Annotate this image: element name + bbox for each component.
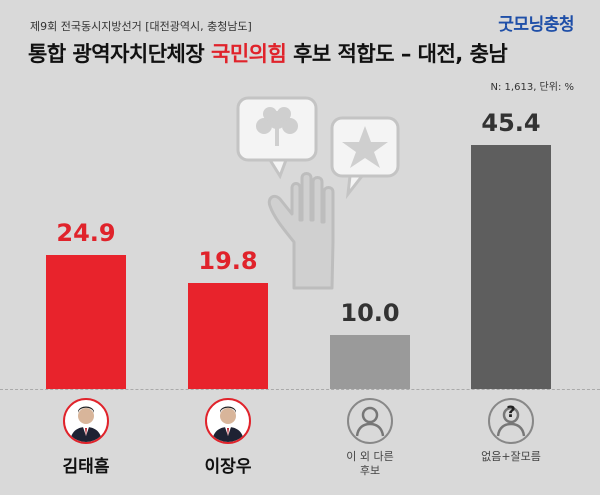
title-part-1: 통합 광역자치단체장	[28, 42, 212, 66]
bar-3	[330, 335, 410, 389]
question-person-icon	[488, 398, 534, 444]
value-label-3: 10.0	[340, 299, 400, 328]
question-mark-icon: ?	[506, 402, 516, 421]
brand-logo: 굿모닝충청	[498, 15, 574, 35]
value-label-2: 19.8	[198, 246, 258, 275]
bar-1	[46, 255, 126, 389]
hand-bubbles-illustration	[236, 96, 400, 290]
sample-note: N: 1,613, 단위: %	[490, 82, 574, 93]
chart-baseline	[0, 389, 600, 390]
category-label-3: 이 외 다른 후보	[346, 450, 394, 477]
category-label-4: 없음+잘모름	[481, 450, 541, 463]
category-label-1: 김태흠	[62, 457, 110, 477]
candidate-photo-icon	[205, 398, 251, 444]
person-icon	[347, 398, 393, 444]
title-highlight: 국민의힘	[211, 42, 287, 66]
category-label-2: 이장우	[204, 457, 252, 477]
title-part-2: 후보 적합도 – 대전, 충남	[286, 42, 508, 66]
chart-subtitle: 제9회 전국동시지방선거 [대전광역시, 충청남도]	[30, 20, 252, 33]
candidate-photo-icon	[63, 398, 109, 444]
value-label-1: 24.9	[56, 219, 116, 248]
speech-bubble-star-icon	[330, 116, 400, 200]
value-label-4: 45.4	[481, 109, 541, 137]
raised-hand-icon	[267, 172, 335, 290]
chart-title: 통합 광역자치단체장 국민의힘 후보 적합도 – 대전, 충남	[28, 38, 508, 68]
bar-2	[188, 282, 268, 389]
speech-bubble-tree-icon	[236, 96, 318, 180]
bar-4	[471, 145, 551, 389]
